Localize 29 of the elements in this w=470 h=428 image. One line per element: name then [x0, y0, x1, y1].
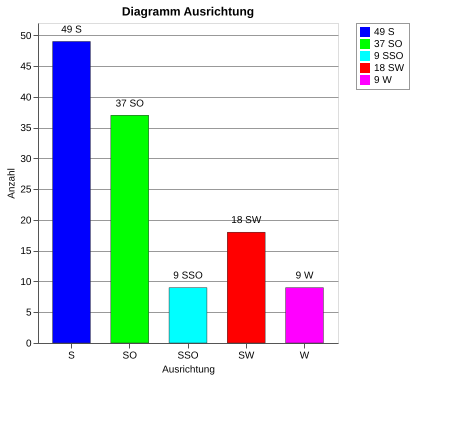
- y-tick-label: 45: [20, 62, 32, 73]
- y-tick-label: 30: [20, 154, 32, 165]
- y-tick-label: 50: [20, 30, 32, 42]
- y-tick-label: 20: [20, 215, 32, 226]
- data-label: 37 SO: [116, 98, 144, 110]
- x-tick-label: SO: [122, 350, 138, 362]
- data-label: 9 SSO: [173, 270, 203, 282]
- x-tick-label: SSO: [177, 350, 199, 362]
- y-tick-label: 40: [20, 92, 32, 104]
- y-tick-label: 35: [20, 123, 32, 134]
- legend-label: 9 W: [374, 75, 392, 86]
- legend-label: 37 SO: [374, 39, 403, 50]
- data-label: 9 W: [296, 270, 314, 282]
- y-tick-label: 5: [26, 308, 32, 319]
- x-tick-label: SW: [238, 350, 255, 362]
- y-tick-label: 10: [20, 276, 32, 288]
- y-axis-title: Anzahl: [6, 168, 18, 199]
- y-tick-label: 0: [26, 338, 32, 350]
- chart-title: Diagramm Ausrichtung: [122, 4, 254, 18]
- data-label: 18 SW: [231, 215, 262, 226]
- x-axis-title: Ausrichtung: [162, 364, 215, 376]
- data-label: 49 S: [61, 24, 82, 36]
- legend-label: 18 SW: [374, 63, 405, 74]
- y-tick-label: 15: [20, 246, 32, 258]
- x-tick-label: W: [300, 350, 310, 362]
- legend-label: 49 S: [374, 27, 395, 38]
- legend-label: 9 SSO: [374, 51, 404, 62]
- y-tick-label: 25: [20, 184, 32, 196]
- x-tick-label: S: [68, 350, 76, 362]
